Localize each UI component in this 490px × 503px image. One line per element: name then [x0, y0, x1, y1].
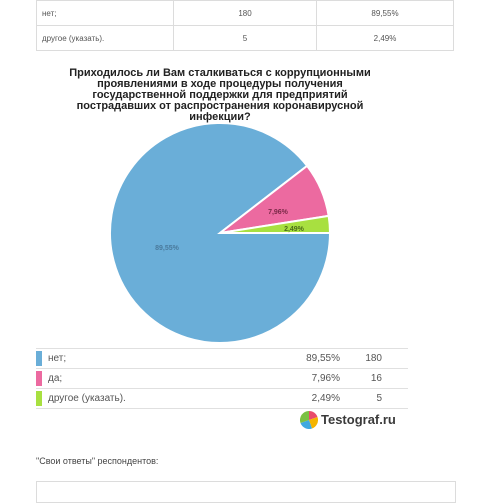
brand-name: Testograf.ru — [321, 412, 396, 427]
own-answers-box — [36, 481, 456, 503]
legend-label: другое (указать). — [48, 393, 126, 404]
legend-swatch — [36, 351, 42, 366]
legend-swatch — [36, 371, 42, 386]
legend-percent: 2,49% — [311, 393, 340, 404]
pie-chart: 89,55% 7,96% 2,49% — [109, 122, 332, 344]
chart-legend: нет; 89,55% 180 да; 7,96% 16 другое (ука… — [36, 348, 408, 409]
pie-label-yes: 7,96% — [268, 209, 289, 216]
legend-item-other: другое (указать). 2,49% 5 — [36, 389, 408, 409]
legend-item-no: нет; 89,55% 180 — [36, 348, 408, 369]
row-percent: 2,49% — [316, 25, 454, 51]
row-label: другое (указать). — [36, 25, 174, 51]
pie-label-no: 89,55% — [155, 245, 180, 252]
chart-title: Приходилось ли Вам сталкиваться с корруп… — [69, 67, 371, 123]
row-count: 5 — [173, 25, 317, 51]
legend-count: 180 — [365, 353, 382, 364]
table-row: другое (указать). 5 2,49% — [36, 25, 454, 51]
legend-percent: 7,96% — [311, 373, 340, 384]
summary-table: нет; 180 89,55% другое (указать). 5 2,49… — [36, 0, 454, 51]
pie-label-other: 2,49% — [284, 226, 305, 233]
legend-swatch — [36, 391, 42, 406]
own-answers-label: "Свои ответы" респондентов: — [36, 456, 159, 466]
legend-percent: 89,55% — [306, 353, 340, 364]
pie-slice-other — [219, 214, 332, 234]
legend-item-yes: да; 7,96% 16 — [36, 369, 408, 389]
legend-count: 16 — [370, 373, 382, 384]
testograf-logo-icon — [300, 411, 318, 429]
legend-label: да; — [48, 373, 63, 384]
legend-count: 5 — [376, 393, 382, 404]
legend-label: нет; — [48, 353, 67, 364]
